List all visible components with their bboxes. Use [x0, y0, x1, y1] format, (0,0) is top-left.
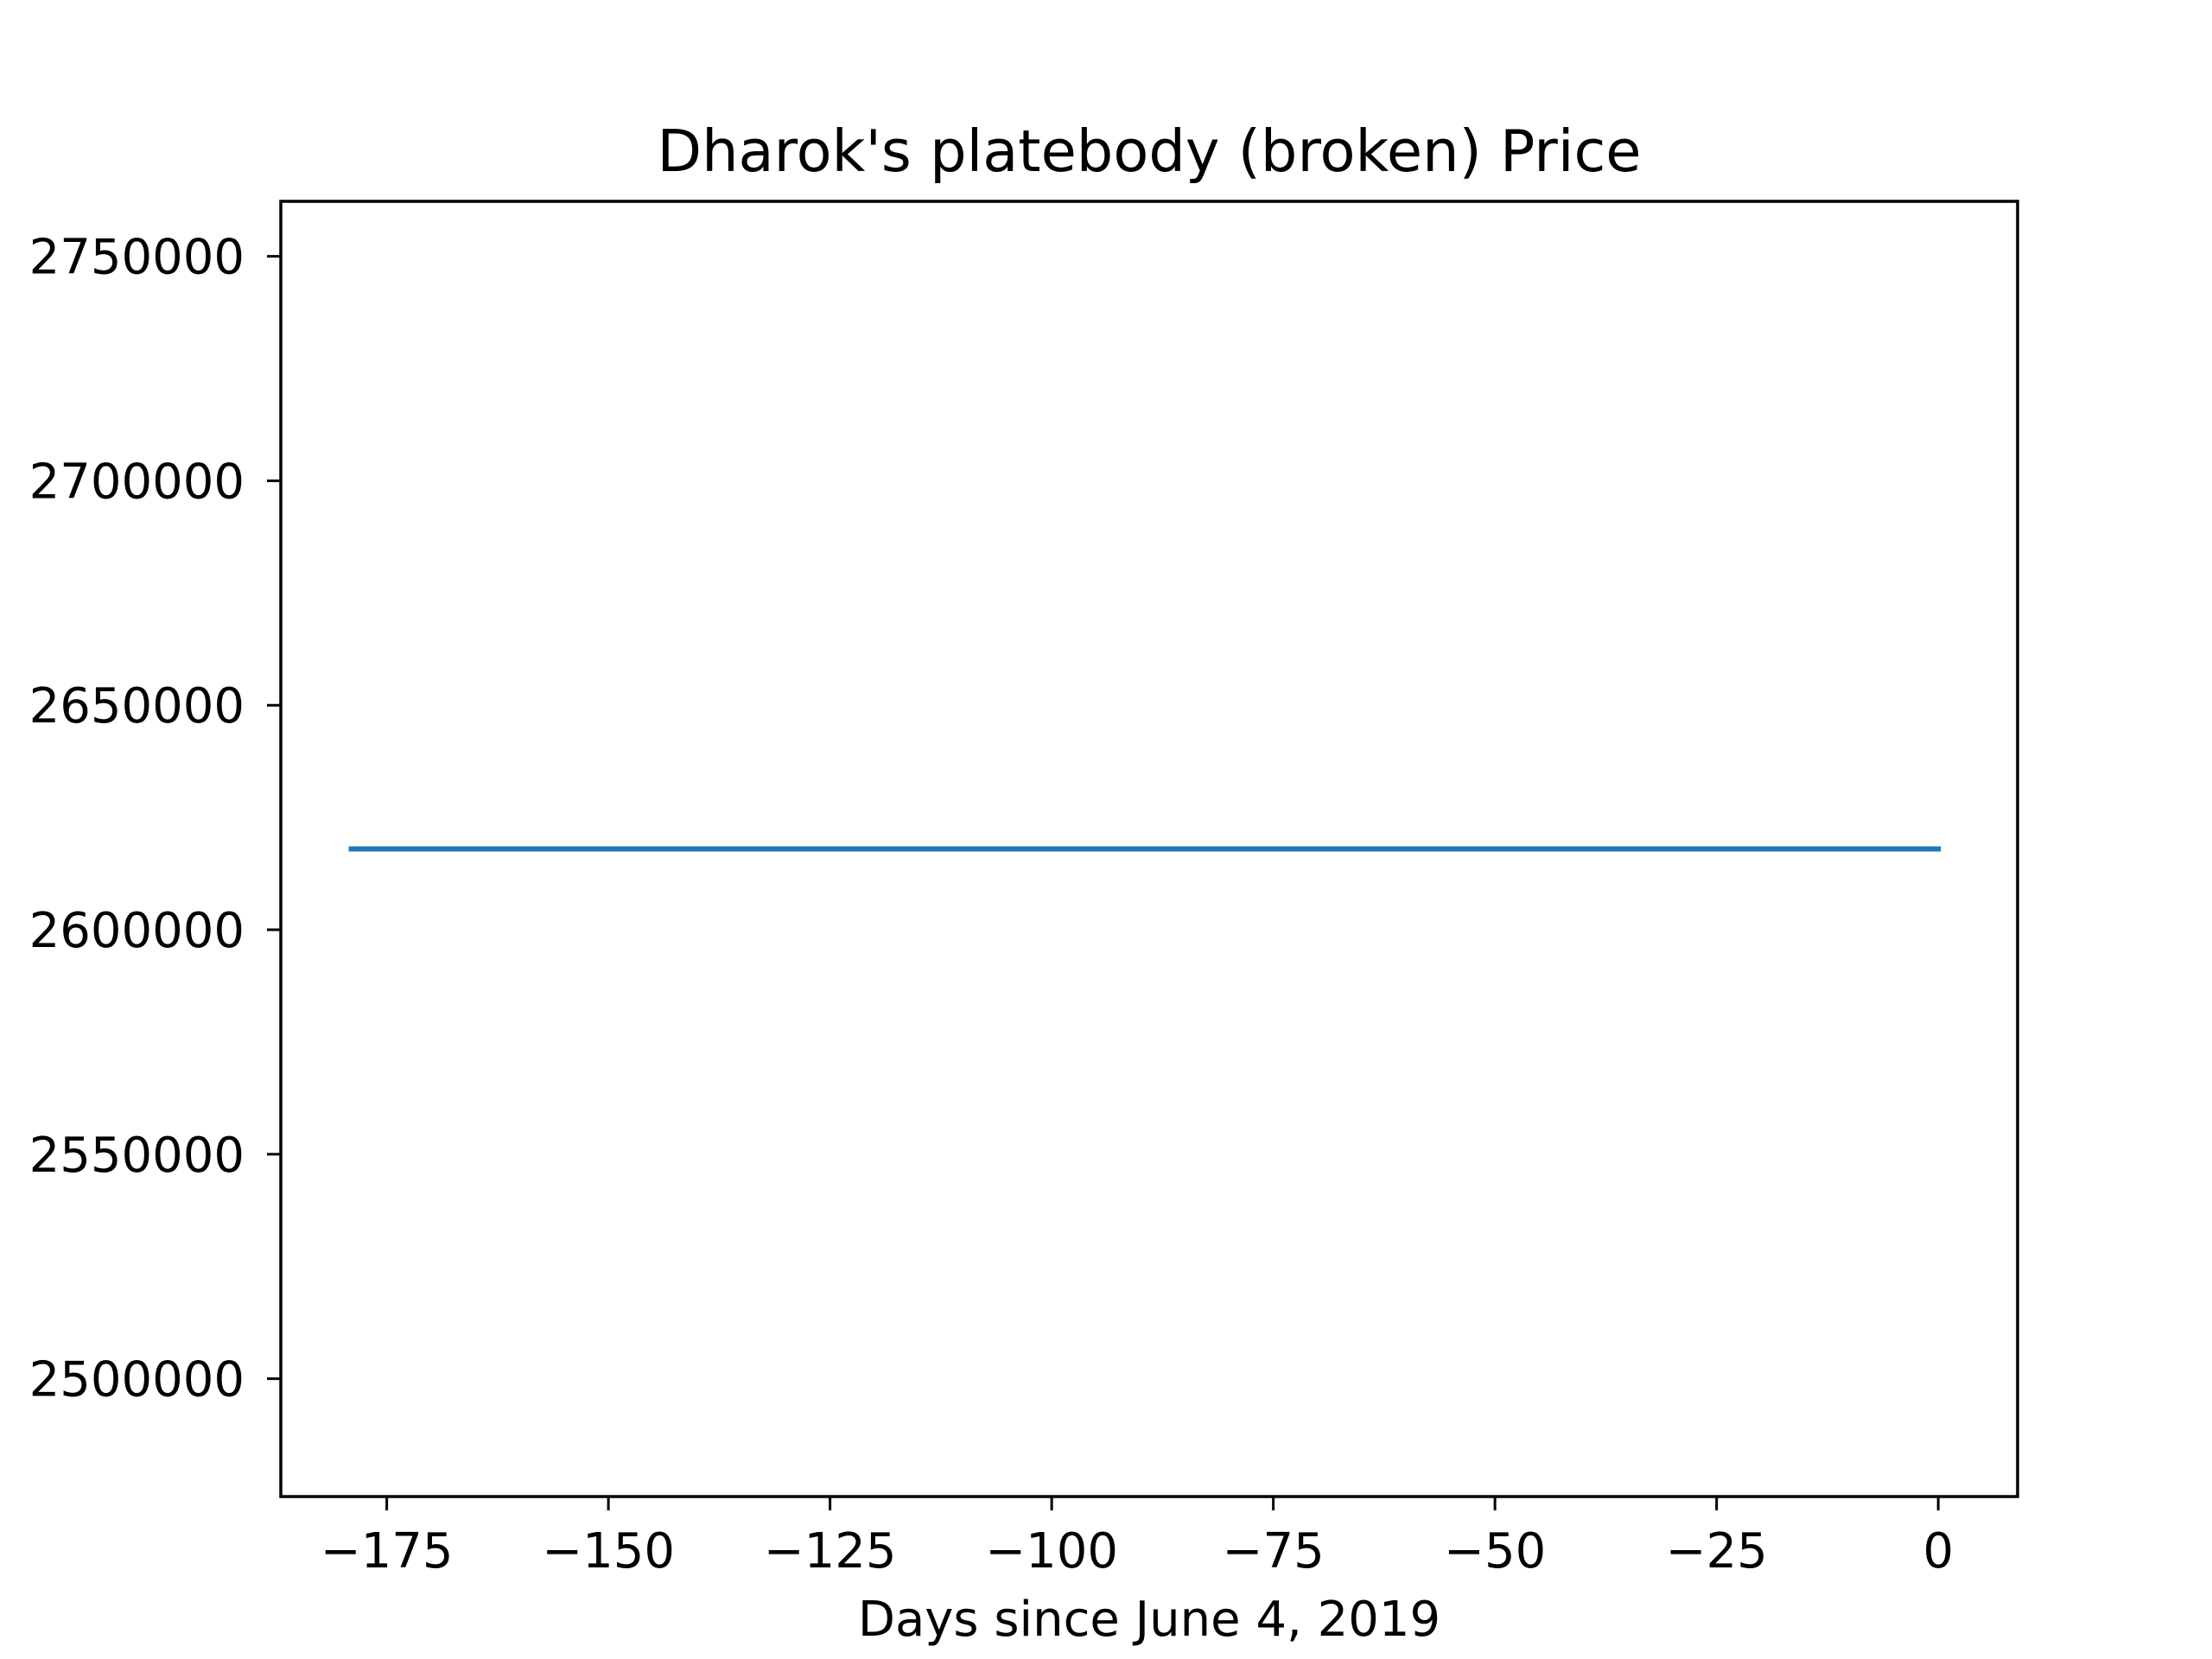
- x-tick-label: −75: [1223, 1523, 1325, 1580]
- x-tick-label: −50: [1444, 1523, 1546, 1580]
- plot-frame: [279, 200, 2019, 1498]
- x-tick-label: −25: [1666, 1523, 1768, 1580]
- y-axis: 2500000 2550000 2600000 2650000 2700000 27500…: [29, 230, 281, 1408]
- y-tick-label: 2600000: [29, 903, 245, 959]
- y-tick-label: 2500000: [29, 1352, 245, 1408]
- y-tick-label: 2750000: [29, 230, 245, 286]
- chart-title: Dharok's platebody (broken) Price: [658, 118, 1642, 185]
- x-tick-label: −100: [985, 1523, 1118, 1580]
- x-tick-label: −150: [542, 1523, 675, 1580]
- y-tick-label: 2650000: [29, 678, 245, 734]
- x-tick-label: −125: [764, 1523, 897, 1580]
- y-tick-label: 2550000: [29, 1128, 245, 1184]
- x-tick-label: −175: [321, 1523, 454, 1580]
- x-tick-label: 0: [1923, 1523, 1954, 1580]
- x-axis-label: Days since June 4, 2019: [858, 1592, 1440, 1648]
- x-axis: −175 −150 −125 −100 −75 −50 −25 0: [321, 1497, 1954, 1580]
- y-tick-label: 2700000: [29, 454, 245, 510]
